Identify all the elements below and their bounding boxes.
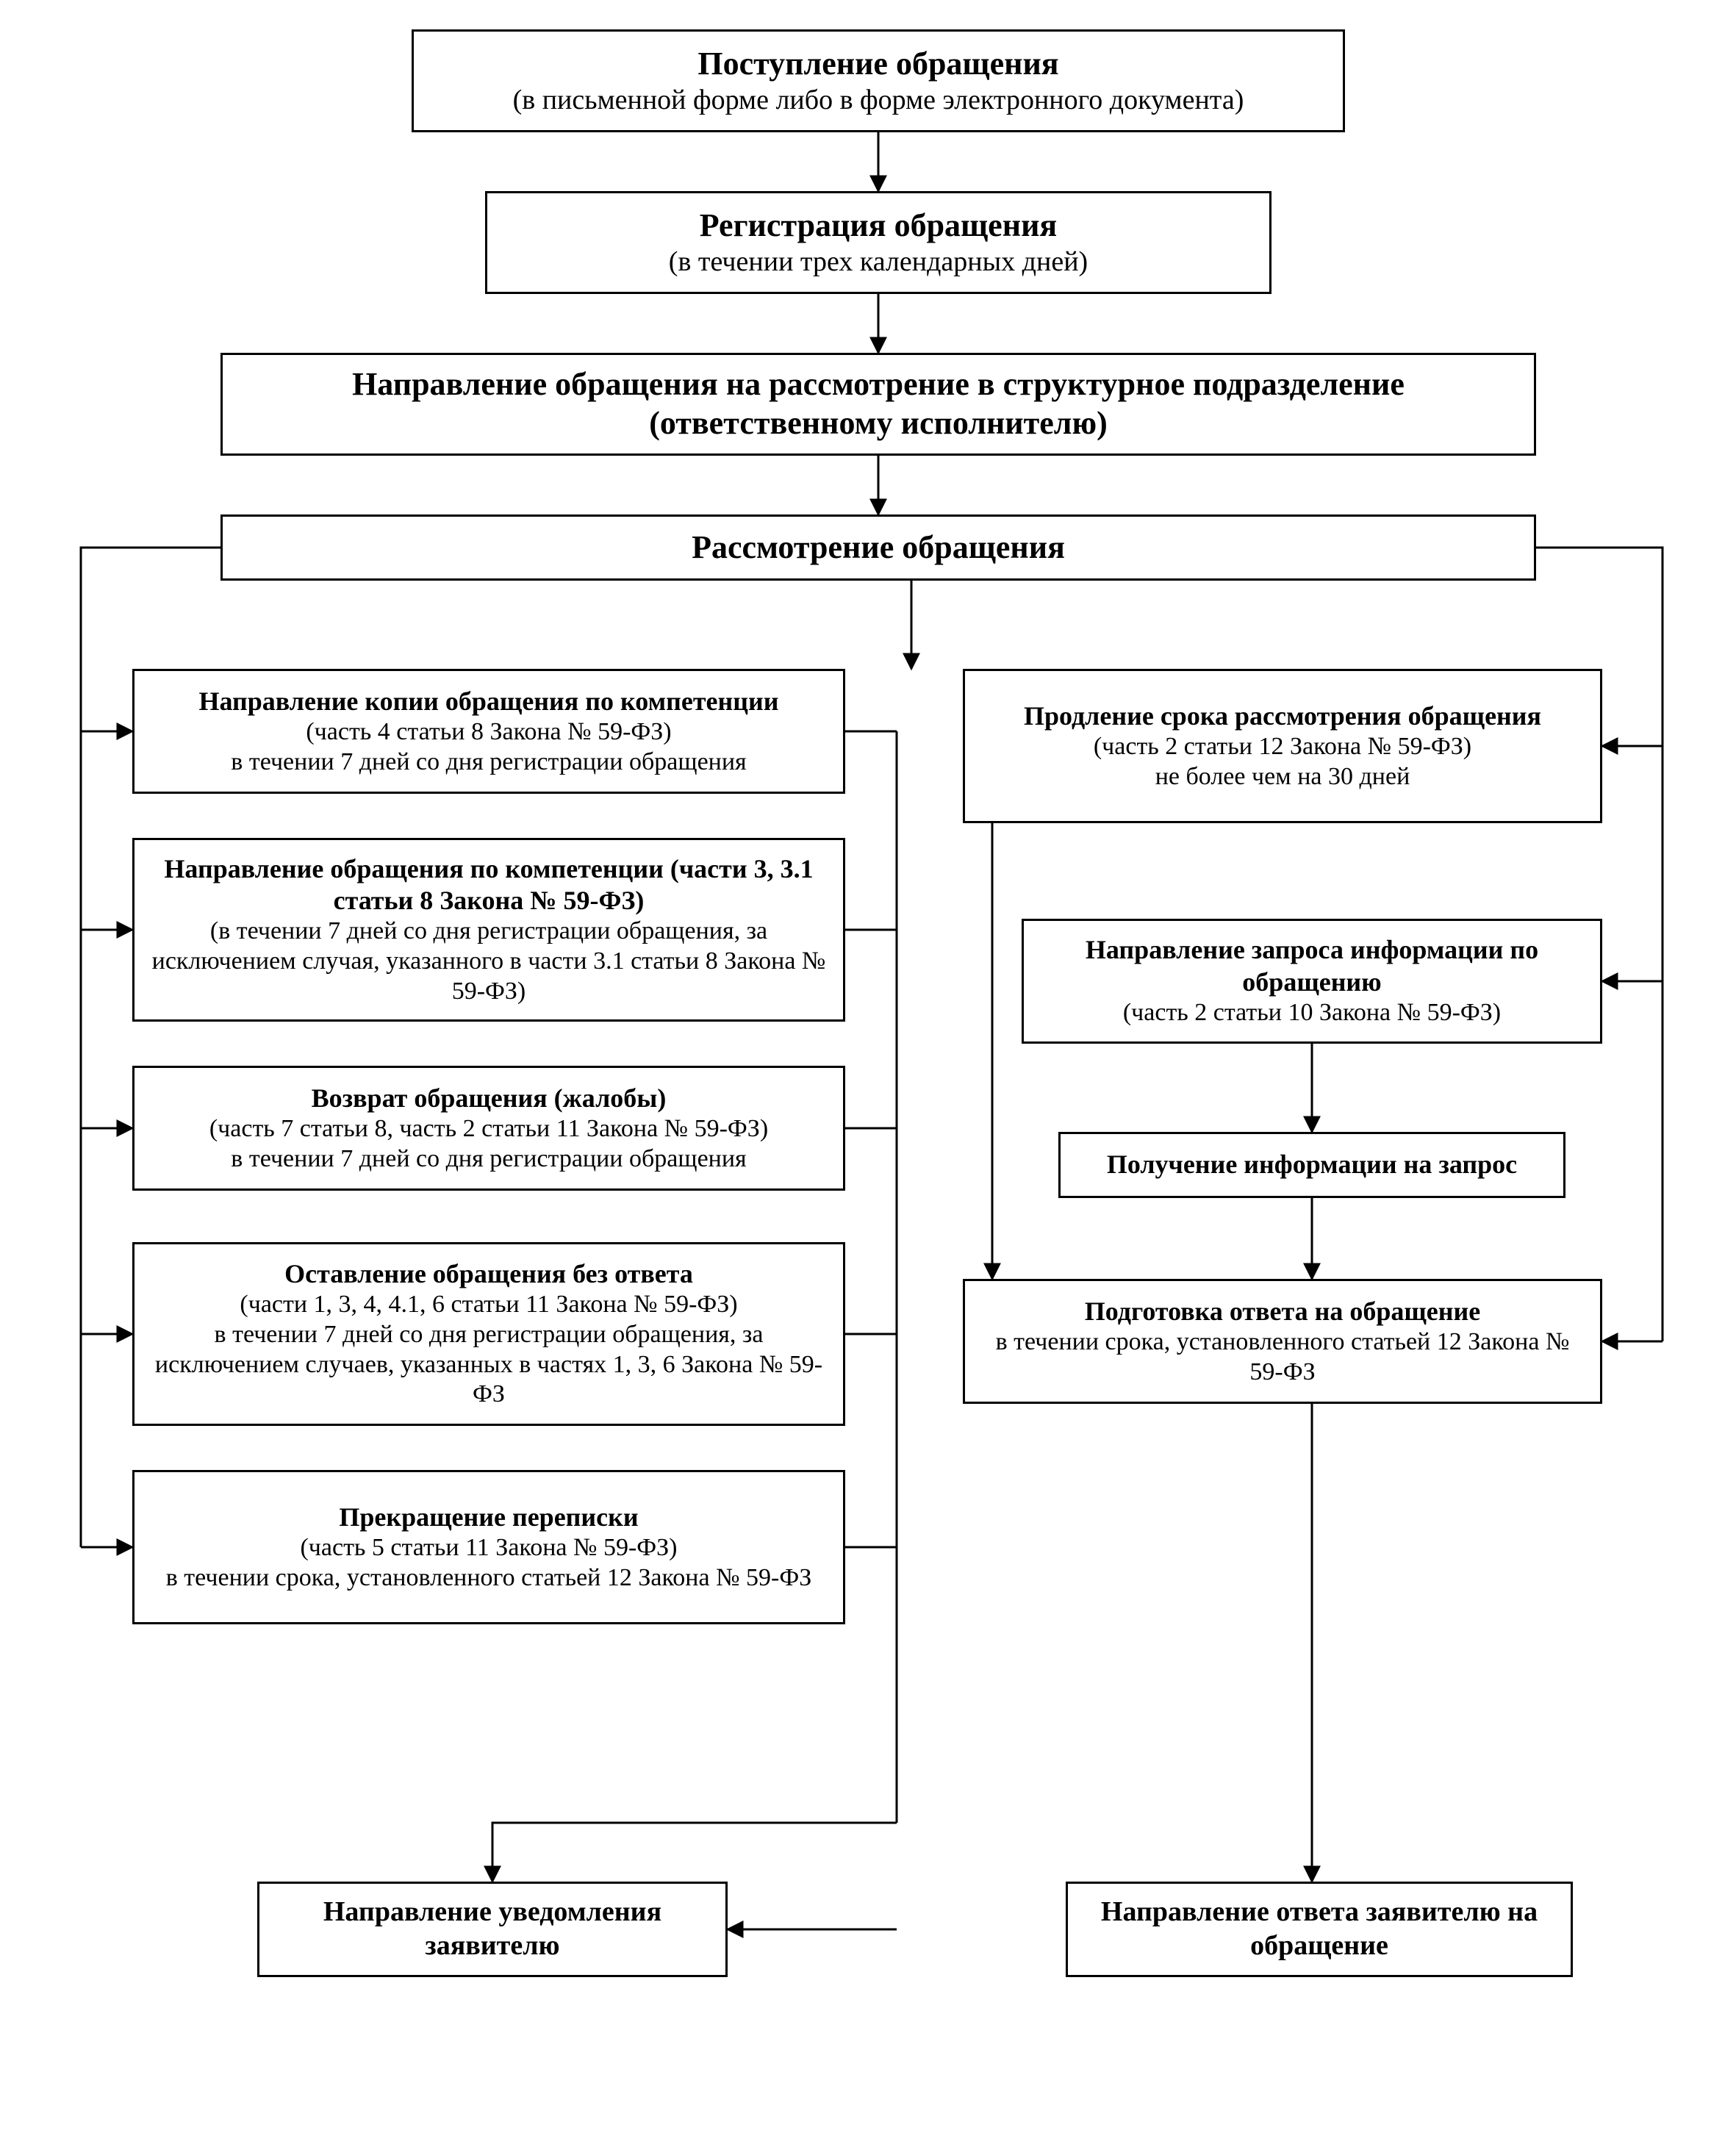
node-title: Подготовка ответа на обращение (1085, 1296, 1480, 1327)
node-sub: (часть 2 статьи 12 Закона № 59-ФЗ) не бо… (1094, 732, 1471, 792)
node-title: Возврат обращения (жалобы) (312, 1083, 667, 1114)
node-sub: (часть 7 статьи 8, часть 2 статьи 11 Зак… (209, 1114, 768, 1175)
node-title: Оставление обращения без ответа (284, 1258, 693, 1290)
node-title: Направление ответа заявителю на обращени… (1083, 1896, 1556, 1962)
node-sub: (части 1, 3, 4, 4.1, 6 статьи 11 Закона … (149, 1290, 828, 1410)
node-sub: (в течении 7 дней со дня регистрации обр… (149, 917, 828, 1006)
node-registration: Регистрация обращения (в течении трех ка… (485, 191, 1271, 294)
node-notify-applicant: Направление уведомления заявителю (257, 1882, 728, 1977)
node-title: Направление обращения на рассмотрение в … (237, 365, 1519, 443)
node-send-answer: Направление ответа заявителю на обращени… (1066, 1882, 1573, 1977)
node-sub: (часть 5 статьи 11 Закона № 59-ФЗ) в теч… (166, 1533, 812, 1593)
node-title: Регистрация обращения (700, 207, 1057, 245)
node-prepare-answer: Подготовка ответа на обращение в течении… (963, 1279, 1602, 1404)
node-extend-term: Продление срока рассмотрения обращения (… (963, 669, 1602, 823)
node-forwarding: Направление обращения на рассмотрение в … (220, 353, 1536, 456)
node-sub: (в письменной форме либо в форме электро… (513, 84, 1244, 118)
node-copy-competence: Направление копии обращения по компетенц… (132, 669, 845, 794)
node-return: Возврат обращения (жалобы) (часть 7 стат… (132, 1066, 845, 1191)
node-sub: в течении срока, установленного статьей … (980, 1327, 1585, 1388)
node-title: Направление запроса информации по обраще… (1039, 934, 1585, 997)
node-sub: (часть 4 статьи 8 Закона № 59-ФЗ) в тече… (231, 717, 746, 778)
node-title: Прекращение переписки (339, 1502, 638, 1533)
node-title: Продление срока рассмотрения обращения (1024, 700, 1541, 732)
node-title: Направление уведомления заявителю (274, 1896, 711, 1962)
node-title: Поступление обращения (697, 45, 1058, 84)
node-title: Направление копии обращения по компетенц… (199, 686, 779, 717)
node-review: Рассмотрение обращения (220, 514, 1536, 581)
node-title: Рассмотрение обращения (692, 528, 1065, 567)
node-no-answer: Оставление обращения без ответа (части 1… (132, 1242, 845, 1426)
node-info-request: Направление запроса информации по обраще… (1022, 919, 1602, 1044)
edges-layer (0, 0, 1736, 2130)
node-forward-competence: Направление обращения по компетенции (ча… (132, 838, 845, 1022)
node-receipt: Поступление обращения (в письменной форм… (412, 29, 1345, 132)
node-sub: (в течении трех календарных дней) (669, 245, 1088, 279)
edge-e_lout_b1 (492, 1823, 897, 1882)
node-stop-correspondence: Прекращение переписки (часть 5 статьи 11… (132, 1470, 845, 1624)
node-title: Направление обращения по компетенции (ча… (149, 853, 828, 917)
node-title: Получение информации на запрос (1107, 1149, 1517, 1180)
node-info-received: Получение информации на запрос (1058, 1132, 1565, 1198)
node-sub: (часть 2 статьи 10 Закона № 59-ФЗ) (1123, 998, 1501, 1028)
